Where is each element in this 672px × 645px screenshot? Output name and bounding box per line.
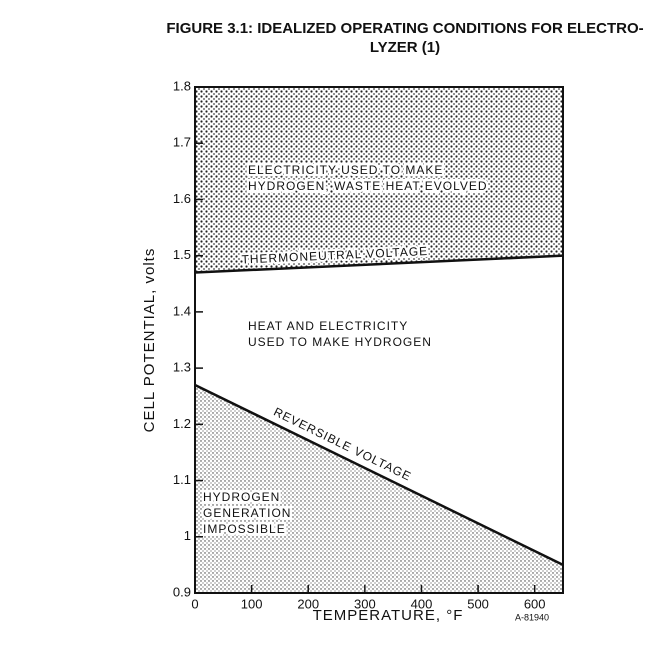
y-tick-label: 1.5 [173,247,191,262]
y-tick-label: 1.4 [173,303,191,318]
line [194,254,564,274]
region-label: IMPOSSIBLE [203,522,286,536]
y-tick-label: 1.3 [173,360,191,375]
x-tick-label: 200 [297,596,319,611]
region-label: GENERATION [203,506,291,520]
y-tick-label: 1 [184,528,191,543]
x-tick-label: 500 [467,596,489,611]
chart-title: FIGURE 3.1: IDEALIZED OPERATING CONDITIO… [166,20,643,37]
region-label: HEAT AND ELECTRICITY [248,319,408,333]
y-tick-label: 1.2 [173,416,191,431]
x-axis-label: TEMPERATURE, °F [313,607,464,624]
y-axis-label: CELL POTENTIAL, volts [141,248,158,433]
y-tick-label: 1.6 [173,191,191,206]
region-label: HYDROGEN [203,490,280,504]
y-tick-label: 0.9 [173,584,191,599]
area-upper [195,87,563,273]
region-label: ELECTRICITY USED TO MAKE [248,163,443,177]
region-label: HYDROGEN, WASTE HEAT EVOLVED [248,179,488,193]
line [194,383,564,567]
plot-frame [194,86,564,594]
x-tick-label: 400 [411,596,433,611]
area-lower [195,384,563,593]
x-tick-label: 100 [241,596,263,611]
y-tick-label: 1.1 [173,472,191,487]
chart-title: LYZER (1) [370,39,440,56]
x-tick-label: 300 [354,596,376,611]
x-tick-label: 0 [191,596,198,611]
x-tick-label: 600 [524,596,546,611]
region-label: USED TO MAKE HYDROGEN [248,335,432,349]
figure-code: A-81940 [515,612,549,622]
y-tick-label: 1.8 [173,78,191,93]
y-tick-label: 1.7 [173,135,191,150]
